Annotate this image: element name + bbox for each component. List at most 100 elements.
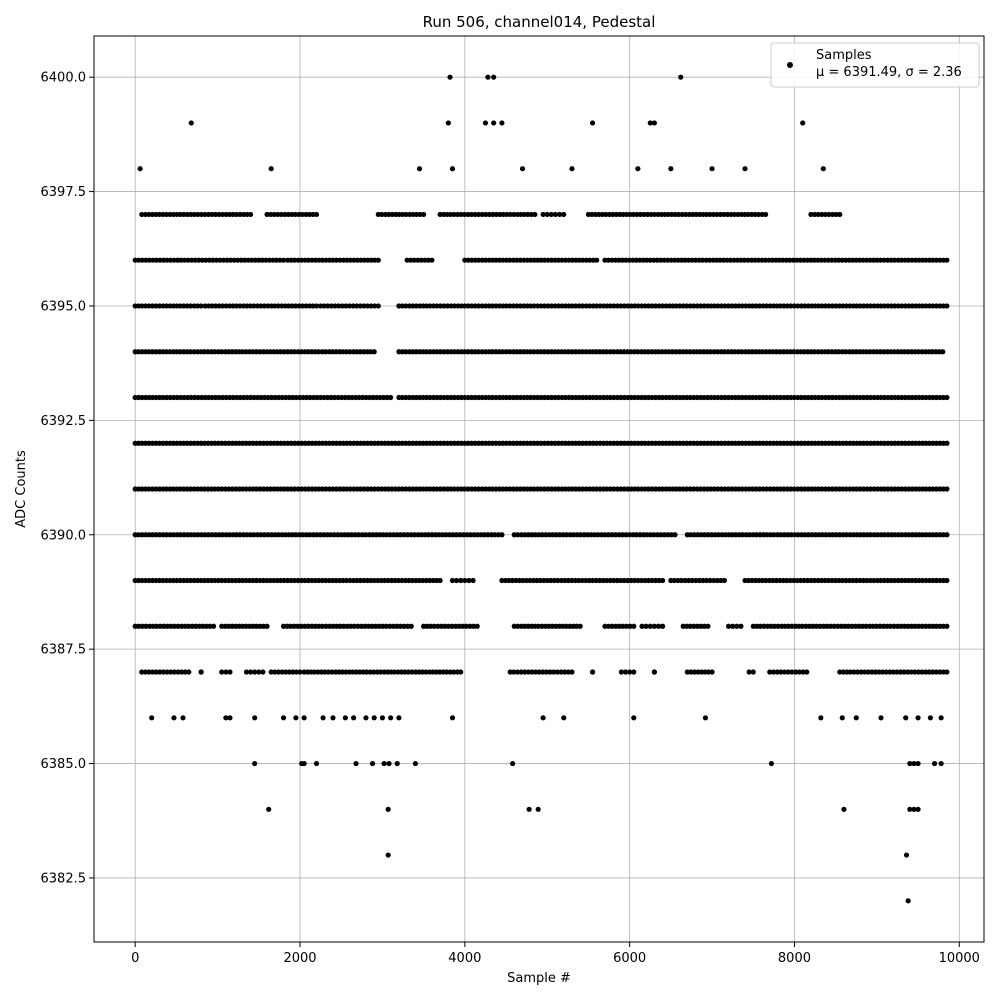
data-point	[381, 760, 387, 767]
data-point	[872, 669, 879, 675]
data-point	[458, 669, 464, 675]
data-point	[268, 669, 274, 675]
data-point	[631, 623, 637, 629]
data-point	[540, 211, 546, 218]
data-point	[944, 486, 950, 492]
data-point	[499, 532, 505, 538]
data-point	[890, 669, 896, 675]
data-point	[171, 623, 177, 629]
data-point	[618, 669, 625, 675]
data-point	[785, 669, 791, 675]
data-point	[328, 303, 335, 309]
data-point	[927, 715, 934, 721]
data-point	[944, 440, 950, 446]
data-point	[153, 623, 160, 629]
data-point	[671, 577, 678, 584]
data-point	[272, 669, 278, 675]
data-point	[847, 669, 854, 675]
data-point	[915, 806, 921, 812]
data-point	[318, 303, 324, 309]
data-point	[325, 303, 331, 309]
data-point	[437, 577, 443, 584]
data-point	[894, 669, 900, 675]
data-point	[171, 669, 177, 675]
data-point	[561, 715, 567, 721]
data-point	[388, 715, 394, 721]
data-point	[833, 211, 839, 218]
data-point	[700, 577, 706, 584]
data-point	[931, 760, 938, 767]
data-point	[252, 715, 258, 721]
data-point	[781, 669, 788, 675]
data-point	[449, 715, 456, 721]
data-point	[372, 303, 378, 309]
y-tick-label: 6392.5	[41, 414, 87, 429]
data-point	[282, 669, 289, 675]
data-point	[207, 623, 213, 629]
data-point	[137, 166, 143, 172]
data-point	[938, 715, 944, 721]
data-point	[620, 623, 626, 629]
data-point	[839, 715, 845, 721]
data-point	[364, 303, 371, 309]
data-point	[678, 577, 685, 584]
data-point	[499, 120, 505, 126]
data-point	[369, 760, 376, 767]
data-point	[320, 715, 326, 721]
data-point	[421, 211, 427, 218]
data-point	[565, 669, 571, 675]
data-point	[725, 623, 732, 629]
data-point	[164, 669, 170, 675]
data-point	[622, 669, 629, 675]
data-point	[519, 166, 526, 172]
data-point	[554, 669, 561, 675]
legend-series-label: Samples	[816, 48, 872, 63]
x-tick-label: 8000	[778, 951, 811, 966]
data-point	[876, 669, 882, 675]
data-point	[139, 623, 145, 629]
x-axis-label: Sample #	[507, 971, 571, 986]
data-point	[491, 74, 497, 80]
data-point	[561, 211, 567, 218]
data-point	[313, 760, 320, 767]
data-point	[182, 623, 188, 629]
data-point	[161, 623, 167, 629]
data-point	[858, 669, 864, 675]
data-point	[536, 669, 542, 675]
y-tick-label: 6400.0	[41, 71, 87, 86]
data-point	[474, 623, 480, 629]
data-point	[714, 577, 720, 584]
data-point	[742, 166, 748, 172]
data-point	[350, 303, 356, 309]
data-point	[678, 74, 684, 80]
data-point	[301, 715, 307, 721]
data-point	[907, 806, 913, 812]
data-point	[507, 669, 513, 675]
data-point	[188, 120, 194, 126]
data-point	[915, 669, 921, 675]
data-point	[447, 74, 453, 80]
data-point	[293, 715, 299, 721]
plot-area-frame	[93, 35, 985, 943]
data-point	[880, 669, 886, 675]
data-point	[944, 532, 950, 538]
data-point	[529, 669, 535, 675]
data-point	[178, 669, 185, 675]
data-point	[548, 211, 554, 218]
data-point	[660, 623, 666, 629]
data-point	[193, 623, 199, 629]
data-point	[668, 577, 674, 584]
data-point	[651, 120, 657, 126]
data-point	[449, 577, 456, 584]
data-point	[247, 669, 254, 675]
data-point	[431, 623, 437, 629]
data-point	[286, 669, 292, 675]
data-point	[182, 669, 188, 675]
data-point	[718, 577, 724, 584]
data-point	[627, 669, 633, 675]
data-point	[394, 760, 400, 767]
data-point	[869, 669, 875, 675]
y-tick-label: 6397.5	[41, 185, 87, 200]
data-point	[911, 806, 917, 812]
data-point	[132, 623, 138, 629]
